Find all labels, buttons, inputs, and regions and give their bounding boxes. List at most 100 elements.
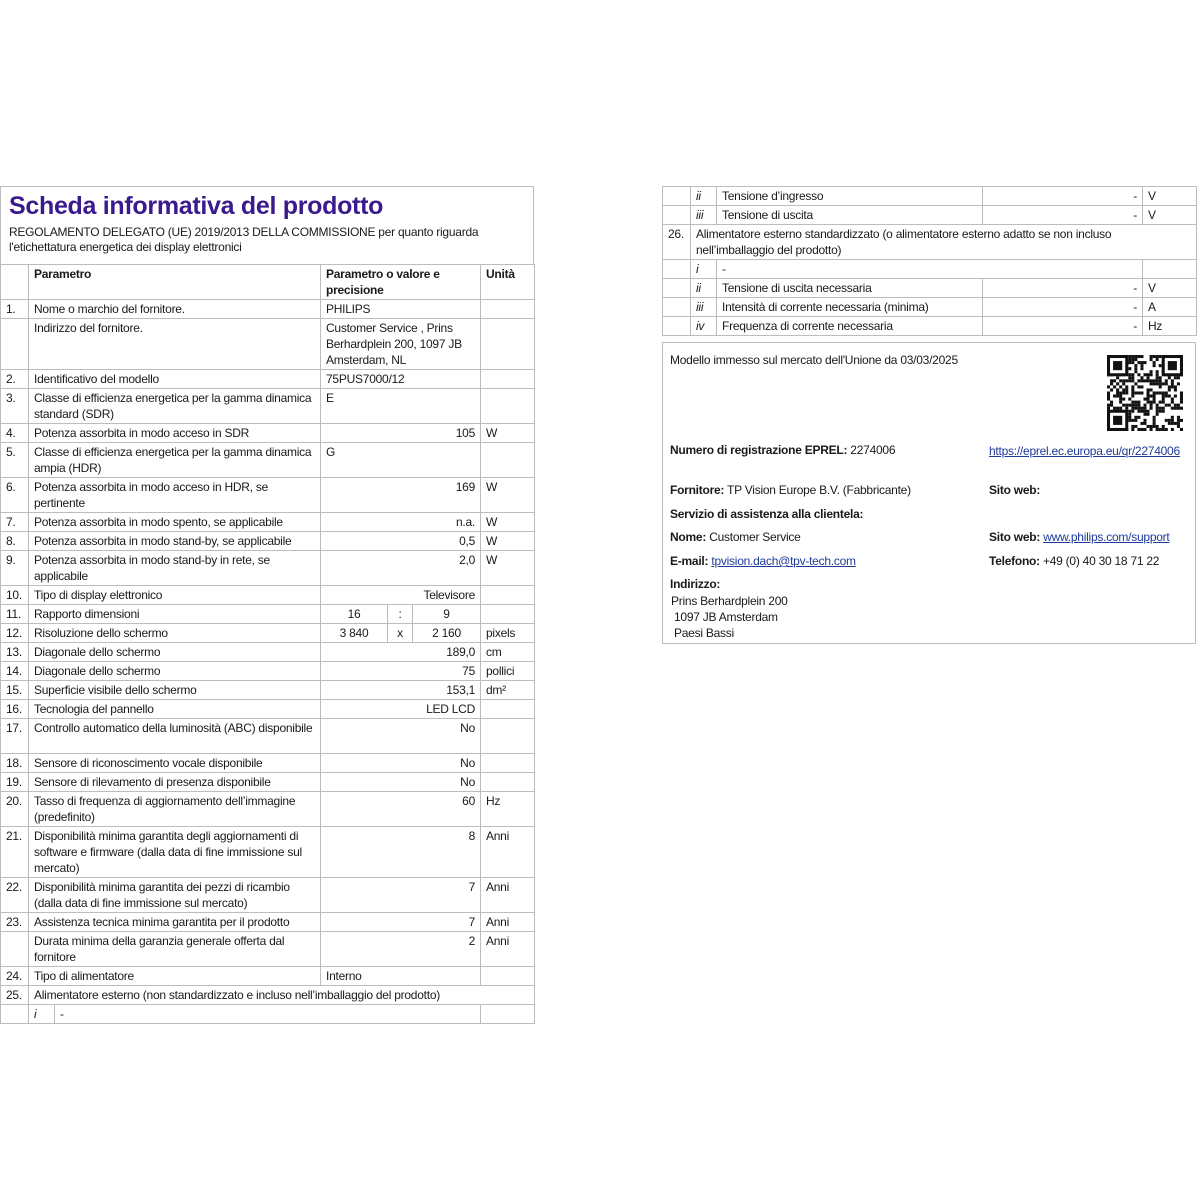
table-row: 16. Tecnologia del pannello LED LCD: [0, 699, 535, 719]
row-parameter: Sensore di riconoscimento vocale disponi…: [28, 753, 321, 773]
row-unit: [480, 718, 535, 754]
page-title: Scheda informativa del prodotto: [9, 192, 384, 220]
row-value: No: [320, 718, 481, 754]
table-row: 18. Sensore di riconoscimento vocale disp…: [0, 753, 535, 773]
address-line: 1097 JB Amsterdam: [674, 610, 778, 624]
row-number: [662, 297, 691, 317]
row-number: 9.: [0, 550, 29, 586]
row-unit: Anni: [480, 877, 535, 913]
row-unit: [480, 772, 535, 792]
row-value: -: [982, 297, 1143, 317]
table-row: ii Tensione d’ingresso - V: [662, 186, 1197, 206]
row-value: Televisore: [320, 585, 481, 605]
row-unit: Anni: [480, 931, 535, 967]
service-name: Customer Service: [709, 530, 801, 544]
sub-index: iv: [690, 316, 717, 336]
row-value: Interno: [320, 966, 481, 986]
row-value: G: [320, 442, 481, 478]
row-parameter: Potenza assorbita in modo acceso in SDR: [28, 423, 321, 443]
web-label: Sito web:: [989, 530, 1041, 544]
table-row: 23. Assistenza tecnica minima garantita p…: [0, 912, 535, 932]
row-number: 25.: [0, 985, 29, 1005]
row-unit: Anni: [480, 912, 535, 932]
address-line: Prins Berhardplein 200: [671, 594, 788, 608]
row-value: 7: [320, 912, 481, 932]
sub-index: ii: [690, 186, 717, 206]
row-unit: [480, 753, 535, 773]
table-row: 6. Potenza assorbita in modo acceso in HD…: [0, 477, 535, 513]
phone-label: Telefono:: [989, 554, 1040, 568]
support-website-link[interactable]: www.philips.com/support: [1043, 530, 1170, 544]
row-number: 5.: [0, 442, 29, 478]
row-unit: Anni: [480, 826, 535, 878]
row-unit: [480, 388, 535, 424]
qr-code-icon[interactable]: [1107, 355, 1183, 431]
row-value: n.a.: [320, 512, 481, 532]
row-parameter: Diagonale dello schermo: [28, 661, 321, 681]
table-row: 14. Diagonale dello schermo 75 pollici: [0, 661, 535, 681]
row-value: 0,5: [320, 531, 481, 551]
table-row: 20. Tasso di frequenza di aggiornamento d…: [0, 791, 535, 827]
table-row: iii Intensità di corrente necessaria (min…: [662, 297, 1197, 317]
row-number: 14.: [0, 661, 29, 681]
eprel-info-box: Modello immesso sul mercato dell'Unione …: [662, 342, 1196, 644]
header-param: Parametro: [28, 264, 321, 300]
row-unit: [480, 1004, 535, 1024]
email-link[interactable]: tpvision.dach@tpv-tech.com: [711, 554, 856, 568]
row-parameter: Potenza assorbita in modo spento, se app…: [28, 512, 321, 532]
name-label: Nome:: [670, 530, 707, 544]
row-parameter: i-: [28, 1004, 481, 1024]
row-parameter: Frequenza di corrente necessaria: [716, 316, 983, 336]
row-value-b: 2 160: [412, 623, 481, 643]
phone-number: +49 (0) 40 30 18 71 22: [1042, 554, 1160, 568]
row-value: -: [982, 186, 1143, 206]
row-number: [0, 931, 29, 967]
table-row: ii Tensione di uscita necessaria - V: [662, 278, 1197, 298]
row-unit: W: [480, 512, 535, 532]
table-row: 26. Alimentatore esterno standardizzato (…: [662, 224, 1197, 260]
row-number: [662, 278, 691, 298]
row-value: -: [982, 205, 1143, 225]
sub-index: iii: [690, 205, 717, 225]
row-unit: W: [480, 550, 535, 586]
table-row: 21. Disponibilità minima garantita degli …: [0, 826, 535, 878]
sub-index: i: [30, 1005, 55, 1023]
document-header: Scheda informativa del prodotto REGOLAME…: [0, 186, 534, 265]
table-row: 12. Risoluzione dello schermo 3 840 x 2 160 p…: [0, 623, 535, 643]
row-parameter: Superficie visibile dello schermo: [28, 680, 321, 700]
row-number: 15.: [0, 680, 29, 700]
table-row: Indirizzo del fornitore. Customer Service…: [0, 318, 535, 370]
eprel-link[interactable]: https://eprel.ec.europa.eu/qr/2274006: [989, 444, 1180, 458]
row-parameter: Assistenza tecnica minima garantita per …: [28, 912, 321, 932]
header-value: Parametro o valore e precisione: [320, 264, 481, 300]
row-number: 16.: [0, 699, 29, 719]
service-heading: Servizio di assistenza alla clientela:: [670, 507, 864, 521]
table-row: 5. Classe di efficienza energetica per la…: [0, 442, 535, 478]
row-parameter: Diagonale dello schermo: [28, 642, 321, 662]
row-value: Customer Service , Prins Berhardplein 20…: [320, 318, 481, 370]
table-row: i-: [662, 259, 1197, 279]
row-number: 26.: [662, 224, 691, 260]
row-value: No: [320, 753, 481, 773]
row-value: 169: [320, 477, 481, 513]
table-row: 10. Tipo di display elettronico Televisore: [0, 585, 535, 605]
row-unit: Hz: [480, 791, 535, 827]
row-unit: [480, 604, 535, 624]
row-parameter: Tipo di alimentatore: [28, 966, 321, 986]
row-unit: [480, 369, 535, 389]
address: Prins Berhardplein 200 1097 JB Amsterdam…: [671, 593, 788, 641]
row-value: 105: [320, 423, 481, 443]
eprel-label: Numero di registrazione EPREL:: [670, 443, 848, 457]
market-date: Modello immesso sul mercato dell'Unione …: [670, 353, 958, 367]
row-value: E: [320, 388, 481, 424]
row-number: 24.: [0, 966, 29, 986]
table-row: Durata minima della garanzia generale of…: [0, 931, 535, 967]
table-row: iv Frequenza di corrente necessaria - Hz: [662, 316, 1197, 336]
row-unit: [480, 442, 535, 478]
sub-index: ii: [690, 278, 717, 298]
row-number: 12.: [0, 623, 29, 643]
row-value-a: 3 840: [320, 623, 388, 643]
row-parameter: Tensione d’ingresso: [716, 186, 983, 206]
eprel-number: 2274006: [850, 443, 896, 457]
row-unit: W: [480, 423, 535, 443]
